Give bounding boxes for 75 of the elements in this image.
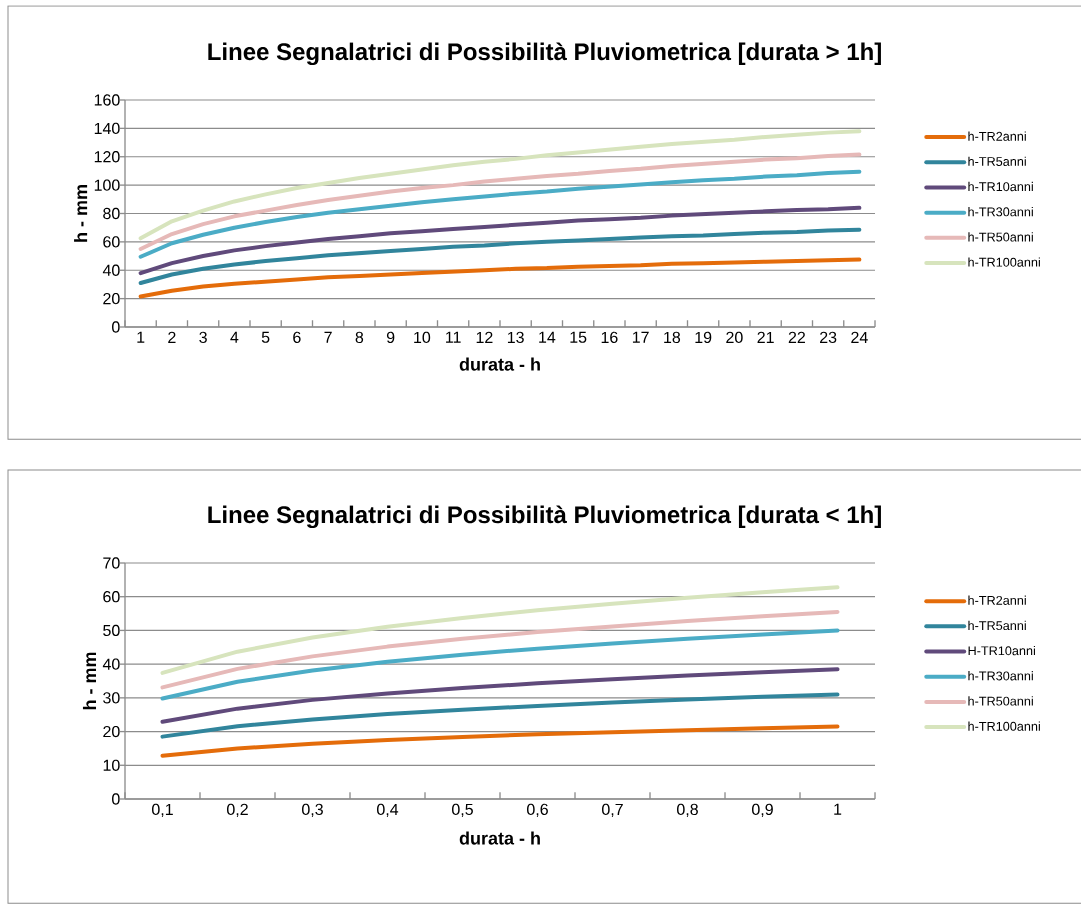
line-series <box>160 724 840 758</box>
x-tick-label: 15 <box>570 331 587 343</box>
y-tick-label: 20 <box>103 725 120 738</box>
y-tick-label: 70 <box>103 557 120 569</box>
x-tick-label: 14 <box>539 331 556 343</box>
x-tick-label: 10 <box>414 331 431 344</box>
x-tick-label: 21 <box>757 331 774 343</box>
y-tick-label: 40 <box>102 658 120 670</box>
legend-label: h-TR2anni <box>968 595 1026 605</box>
x-tick-label: 18 <box>664 331 681 344</box>
x-axis-title: durata - h <box>459 831 540 845</box>
legend-label: H-TR10anni <box>968 645 1035 656</box>
legend-label: h-TR50anni <box>968 696 1033 706</box>
y-tick-label: 60 <box>103 236 120 248</box>
y-tick-label: 120 <box>94 151 120 163</box>
legend-label: h-TR2anni <box>968 131 1026 141</box>
x-axis-title: durata - h <box>459 357 540 371</box>
legend-label: h-TR50anni <box>968 232 1033 242</box>
chart-title: Linee Segnalatrici di Possibilità Pluviometrica [durata > 1h] <box>208 42 881 66</box>
y-tick-label: 60 <box>103 591 120 603</box>
y-tick-label: 100 <box>94 179 120 191</box>
line-series <box>160 585 840 675</box>
y-tick-label: 30 <box>103 692 120 704</box>
x-tick-label: 3 <box>199 331 207 344</box>
x-tick-label: 13 <box>507 331 524 344</box>
y-tick-label: 40 <box>102 264 120 276</box>
y-tick-label: 0 <box>112 321 120 333</box>
chart-title: Linee Segnalatrici di Possibilità Pluviometrica [durata < 1h] <box>208 505 881 529</box>
x-tick-label: 8 <box>355 331 364 344</box>
y-tick-label: 140 <box>94 122 120 135</box>
legend-label: h-TR100anni <box>968 721 1040 731</box>
x-tick-label: 12 <box>476 331 493 343</box>
y-axis-title: h - mm <box>74 185 88 242</box>
y-tick-label: 160 <box>94 94 120 106</box>
x-tick-label: 0,4 <box>377 803 399 817</box>
x-tick-label: 0,9 <box>752 803 773 817</box>
x-tick-label: 17 <box>632 331 649 343</box>
x-tick-label: 6 <box>293 331 301 344</box>
line-series <box>160 692 840 739</box>
y-axis-title: h - mm <box>82 652 97 710</box>
x-tick-label: 16 <box>601 331 618 344</box>
x-tick-label: 0,5 <box>452 803 473 817</box>
legend-label: h-TR30anni <box>968 671 1033 681</box>
legend-label: h-TR10anni <box>968 181 1033 192</box>
x-tick-label: 0,8 <box>677 803 698 817</box>
x-tick-label: 1 <box>137 331 145 343</box>
x-tick-label: 5 <box>261 331 270 343</box>
legend-label: h-TR30anni <box>968 207 1033 217</box>
x-tick-label: 0,3 <box>302 803 323 817</box>
x-tick-label: 23 <box>820 331 837 344</box>
line-series <box>160 667 840 724</box>
x-tick-label: 19 <box>695 331 712 344</box>
x-tick-label: 0,1 <box>152 803 173 817</box>
x-tick-label: 24 <box>851 331 868 343</box>
y-tick-label: 10 <box>103 759 120 771</box>
y-tick-label: 50 <box>103 624 120 637</box>
line-series <box>160 609 840 690</box>
legend-label: h-TR5anni <box>968 156 1026 166</box>
x-tick-label: 4 <box>230 331 239 343</box>
y-tick-label: 80 <box>103 207 120 220</box>
x-tick-label: 0,2 <box>227 803 248 817</box>
line-series <box>160 628 840 701</box>
x-tick-label: 0,6 <box>527 803 548 817</box>
x-tick-label: 0,7 <box>602 803 623 817</box>
x-tick-label: 11 <box>446 331 461 343</box>
y-tick-label: 0 <box>112 793 120 805</box>
x-tick-label: 20 <box>726 331 743 344</box>
legend-label: h-TR100anni <box>968 257 1040 267</box>
x-tick-label: 1 <box>834 803 842 815</box>
x-tick-label: 9 <box>386 331 395 344</box>
x-tick-label: 7 <box>324 331 332 343</box>
x-tick-label: 22 <box>788 331 805 343</box>
y-tick-label: 20 <box>103 292 120 305</box>
x-tick-label: 2 <box>168 331 176 343</box>
legend-label: h-TR5anni <box>968 620 1026 631</box>
